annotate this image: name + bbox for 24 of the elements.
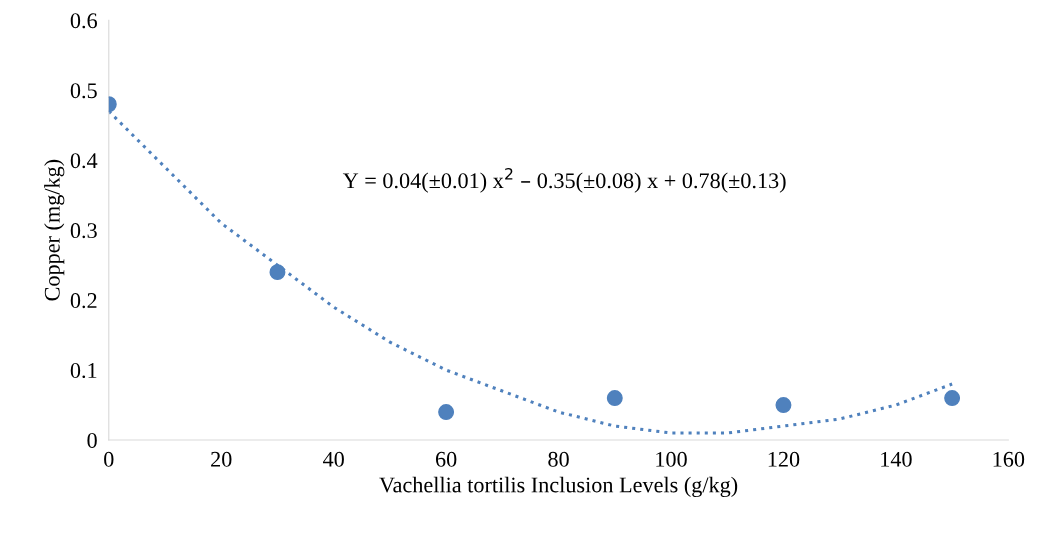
x-tick-label: 100 [656,451,687,467]
point [438,404,455,421]
x-tick-label: 60 [435,451,457,467]
y-tick-label: 0.3 [70,223,97,239]
y-tick-label: 0.6 [70,13,98,29]
y-tick-label: 0.4 [70,153,98,169]
y-tick-label: 0.1 [70,362,97,379]
point [944,390,961,407]
x-tick-label: 20 [211,451,232,467]
x-tick-label: 140 [881,451,912,467]
y-tick-label: 0.2 [70,293,97,309]
x-tick-label: 80 [548,451,569,467]
y-axis-title: Copper (mg/kg) [44,159,65,301]
x-tick-label: 120 [768,451,800,467]
point [775,397,792,414]
point [606,390,623,407]
x-axis-title: Vachellia tortilis Inclusion Levels (g/kg) [379,476,738,498]
y-tick-label: 0.5 [70,83,97,99]
x-tick-label: 40 [323,451,344,467]
annotation: Y = 0.04(±0.01) x$^{2}$ – 0.35(±0.08) x + 0.78(±0.13) [342,167,786,193]
point [269,264,286,281]
x-tick-label: 160 [993,451,1025,467]
y-tick-label: 0 [87,432,97,448]
x-tick-label: 0 [104,451,114,467]
